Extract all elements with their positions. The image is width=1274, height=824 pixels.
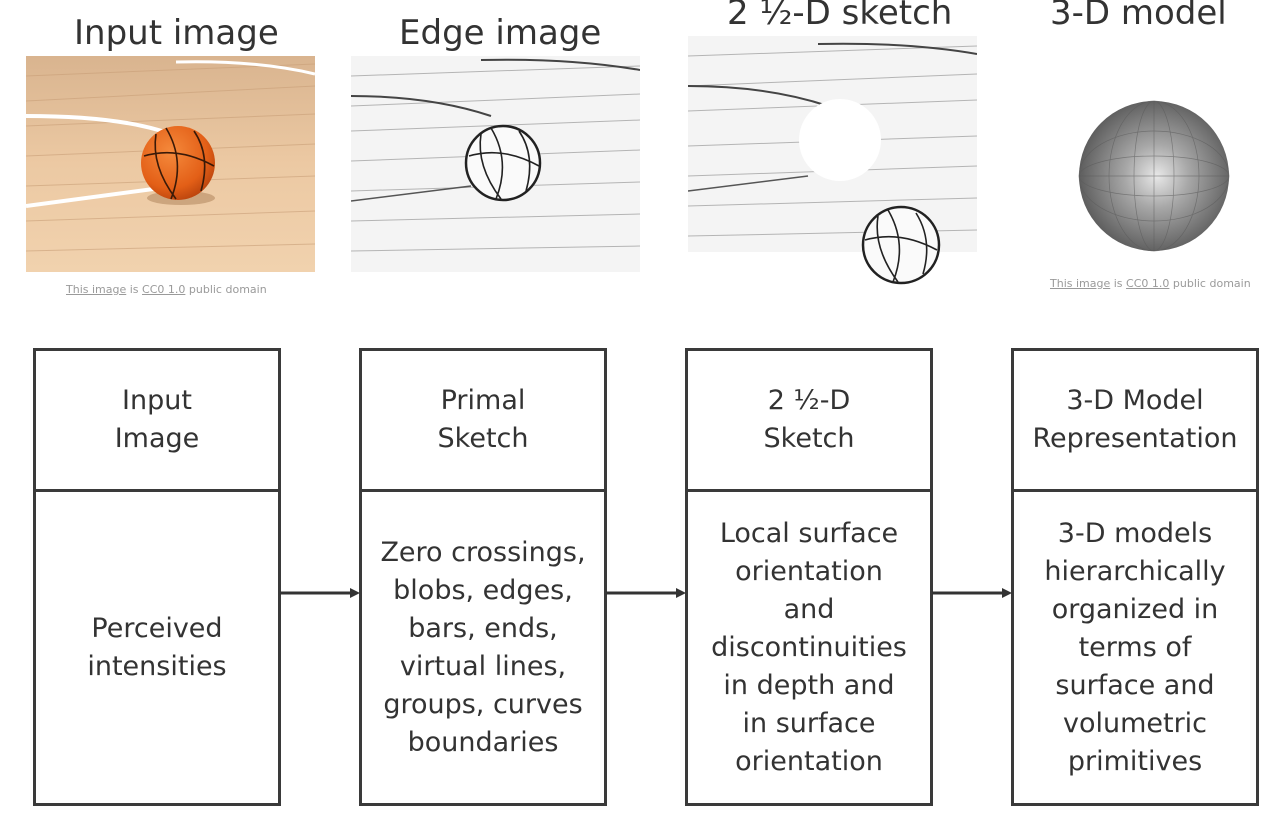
sketch-image bbox=[688, 36, 977, 252]
stage-body: 3-D models hierarchically organized in t… bbox=[1014, 492, 1256, 803]
arrow-right-icon bbox=[280, 588, 360, 598]
model-sphere bbox=[1074, 96, 1234, 256]
license-link[interactable]: CC0 1.0 bbox=[1126, 277, 1170, 290]
stage-2-5d-sketch: 2 ½-D Sketch Local surface orientation a… bbox=[685, 348, 933, 806]
input-image-title: Input image bbox=[74, 13, 279, 53]
stage-header: Input Image bbox=[36, 351, 278, 492]
arrow-right-icon bbox=[606, 588, 686, 598]
stage-description: 3-D models hierarchically organized in t… bbox=[1044, 517, 1226, 777]
stage-body: Local surface orientation and discontinu… bbox=[688, 492, 930, 803]
stage-body: Zero crossings, blobs, edges, bars, ends… bbox=[362, 492, 604, 803]
stage-input-image: Input Image Perceived intensities bbox=[33, 348, 281, 806]
model-image-credit: This image is CC0 1.0 public domain bbox=[1050, 277, 1251, 290]
license-link[interactable]: CC0 1.0 bbox=[142, 283, 186, 296]
stage-title: 2 ½-D Sketch bbox=[763, 385, 855, 454]
credit-link[interactable]: This image bbox=[66, 283, 127, 296]
stage-title: 3-D Model Representation bbox=[1032, 385, 1238, 454]
sketch-image-title: 2 ½-D sketch bbox=[727, 0, 953, 33]
input-image bbox=[26, 56, 315, 272]
stage-header: 2 ½-D Sketch bbox=[688, 351, 930, 492]
edge-image-title: Edge image bbox=[399, 13, 602, 53]
stage-title: Input Image bbox=[114, 385, 200, 454]
stage-title: Primal Sketch bbox=[437, 385, 529, 454]
input-image-credit: This image is CC0 1.0 public domain bbox=[66, 283, 267, 296]
stage-header: Primal Sketch bbox=[362, 351, 604, 492]
stage-primal-sketch: Primal Sketch Zero crossings, blobs, edg… bbox=[359, 348, 607, 806]
stage-3d-model: 3-D Model Representation 3-D models hier… bbox=[1011, 348, 1259, 806]
model-image-title: 3-D model bbox=[1050, 0, 1227, 33]
stage-description: Zero crossings, blobs, edges, bars, ends… bbox=[380, 536, 586, 758]
sketch-ball bbox=[860, 204, 942, 286]
stage-description: Local surface orientation and discontinu… bbox=[711, 517, 907, 777]
edge-image bbox=[351, 56, 640, 272]
credit-link[interactable]: This image bbox=[1050, 277, 1111, 290]
stage-description: Perceived intensities bbox=[87, 612, 227, 682]
stage-header: 3-D Model Representation bbox=[1014, 351, 1256, 492]
stage-body: Perceived intensities bbox=[36, 492, 278, 803]
arrow-right-icon bbox=[932, 588, 1012, 598]
